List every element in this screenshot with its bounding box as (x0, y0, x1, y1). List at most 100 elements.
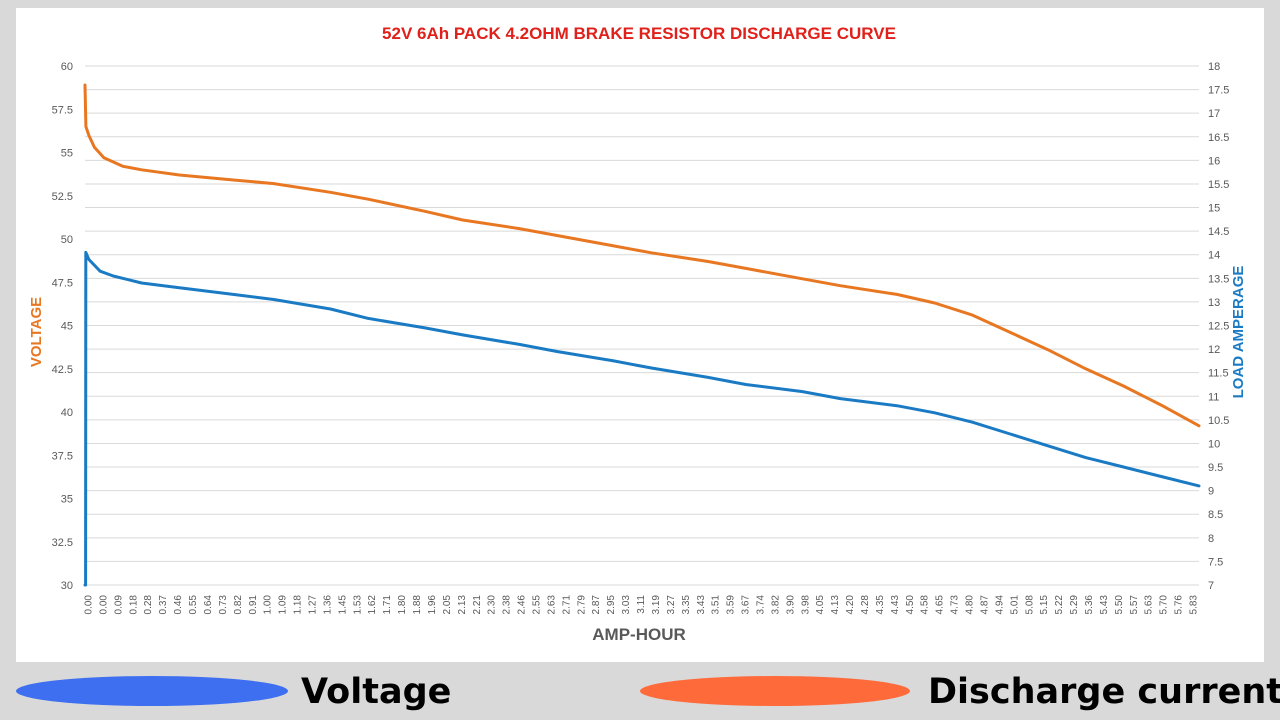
x-tick-label: 4.20 (845, 595, 856, 615)
x-tick-label: 3.35 (681, 595, 692, 615)
x-tick-label: 0.82 (233, 595, 244, 615)
x-tick-label: 2.55 (532, 595, 543, 615)
x-tick-label: 4.87 (980, 595, 991, 615)
y-tick-left: 35 (61, 494, 73, 506)
x-tick-label: 5.76 (1174, 595, 1185, 615)
x-tick-label: 4.43 (890, 595, 901, 615)
x-tick-label: 2.30 (487, 595, 498, 615)
y-tick-right: 15.5 (1208, 179, 1229, 191)
x-tick-label: 4.58 (920, 595, 931, 615)
x-tick-label: 1.53 (352, 595, 363, 615)
x-tick-label: 4.73 (950, 595, 961, 615)
y-tick-right: 10.5 (1208, 415, 1229, 427)
y-tick-right: 11 (1208, 391, 1219, 403)
x-tick-label: 3.03 (621, 595, 632, 615)
x-tick-label: 5.63 (1144, 595, 1155, 615)
legend-label-discharge-current: Discharge current (928, 672, 1280, 712)
y-tick-right: 10 (1208, 438, 1220, 450)
y-tick-right: 9 (1208, 486, 1214, 498)
x-tick-label: 0.00 (98, 595, 109, 615)
y-tick-right: 14.5 (1208, 226, 1229, 238)
x-tick-label: 3.19 (651, 595, 662, 615)
x-tick-label: 0.00 (84, 595, 95, 615)
x-tick-label: 1.88 (412, 595, 423, 615)
y-tick-right: 9.5 (1208, 462, 1223, 474)
x-tick-label: 4.05 (815, 595, 826, 615)
x-tick-label: 5.50 (1114, 595, 1125, 615)
x-tick-label: 1.71 (382, 595, 393, 615)
x-tick-label: 0.55 (188, 595, 199, 615)
y-tick-left: 37.5 (52, 450, 73, 462)
x-tick-label: 3.98 (800, 595, 811, 615)
x-tick-label: 5.36 (1084, 595, 1095, 615)
discharge-chart: 30 32.5 35 37.5 40 42.5 45 47.5 50 52.5 55 57.5 60 7… (28, 24, 1247, 644)
legend-swatch-voltage (16, 676, 288, 706)
y-tick-left: 42.5 (52, 364, 73, 376)
x-tick-label: 1.27 (308, 595, 319, 615)
y-tick-right: 12 (1208, 344, 1220, 356)
y-tick-left: 60 (61, 61, 73, 73)
x-tick-label: 1.96 (427, 595, 438, 615)
x-tick-label: 2.05 (442, 595, 453, 615)
x-tick-label: 2.21 (472, 595, 483, 615)
x-tick-label: 4.94 (994, 595, 1005, 615)
x-tick-label: 0.28 (143, 595, 154, 615)
x-tick-label: 4.35 (875, 595, 886, 615)
y-tick-right: 17 (1208, 108, 1220, 120)
y-tick-right: 8.5 (1208, 509, 1223, 521)
y-tick-right: 16.5 (1208, 132, 1229, 144)
legend-swatch-discharge-current (640, 676, 910, 706)
x-tick-label: 1.18 (293, 595, 304, 615)
x-tick-label: 5.15 (1039, 595, 1050, 615)
chart-panel: 30 32.5 35 37.5 40 42.5 45 47.5 50 52.5 55 57.5 60 7… (16, 8, 1264, 662)
y-tick-left: 30 (61, 580, 73, 592)
x-tick-label: 1.80 (397, 595, 408, 615)
x-tick-label: 2.87 (591, 595, 602, 615)
y-tick-left: 32.5 (52, 537, 73, 549)
x-tick-label: 2.46 (517, 595, 528, 615)
x-tick-label: 0.37 (158, 595, 169, 615)
x-tick-label: 5.70 (1159, 595, 1170, 615)
x-tick-label: 4.50 (905, 595, 916, 615)
y-tick-left: 50 (61, 234, 73, 246)
x-axis-label: AMP-HOUR (592, 625, 686, 644)
voltage-series-line (83, 83, 1201, 428)
y-tick-right: 13.5 (1208, 273, 1229, 285)
y-tick-right: 15 (1208, 203, 1220, 215)
x-tick-label: 2.63 (546, 595, 557, 615)
y-tick-right: 8 (1208, 533, 1214, 545)
x-tick-label: 3.67 (741, 595, 752, 615)
y-axis-label-right: LOAD AMPERAGE (1230, 266, 1247, 399)
legend-label-voltage: Voltage (301, 672, 452, 712)
x-tick-label: 0.64 (203, 595, 214, 615)
x-tick-label: 2.95 (606, 595, 617, 615)
x-tick-label: 1.45 (337, 595, 348, 615)
chart-title: 52V 6Ah PACK 4.2OHM BRAKE RESISTOR DISCH… (382, 24, 896, 43)
y-axis-label-left: VOLTAGE (28, 297, 45, 367)
x-tick-label: 3.74 (756, 595, 767, 615)
y-tick-right: 18 (1208, 61, 1220, 73)
x-tick-label: 4.13 (830, 595, 841, 615)
x-tick-label: 3.11 (636, 595, 647, 614)
x-tick-label: 2.79 (576, 595, 587, 615)
x-tick-label: 3.43 (696, 595, 707, 615)
y-tick-right: 16 (1208, 155, 1220, 167)
y-tick-right: 12.5 (1208, 321, 1229, 333)
x-tick-label: 0.46 (173, 595, 184, 615)
x-tick-label: 1.36 (322, 595, 333, 615)
y-tick-left: 47.5 (52, 277, 73, 289)
x-tick-label: 0.18 (128, 595, 139, 615)
x-tick-label: 1.00 (263, 595, 274, 615)
x-tick-label: 4.65 (935, 595, 946, 615)
x-tick-label: 2.38 (502, 595, 513, 615)
x-tick-label: 0.73 (218, 595, 229, 615)
y-tick-right: 11.5 (1208, 368, 1229, 380)
y-tick-left: 40 (61, 407, 73, 419)
x-tick-label: 5.08 (1024, 595, 1035, 615)
x-tick-label: 1.62 (367, 595, 378, 615)
y-tick-left: 52.5 (52, 191, 73, 203)
x-tick-label: 3.82 (770, 595, 781, 615)
y-tick-right: 7 (1208, 580, 1214, 592)
x-tick-label: 0.09 (113, 595, 124, 615)
y-tick-left: 45 (61, 321, 73, 333)
